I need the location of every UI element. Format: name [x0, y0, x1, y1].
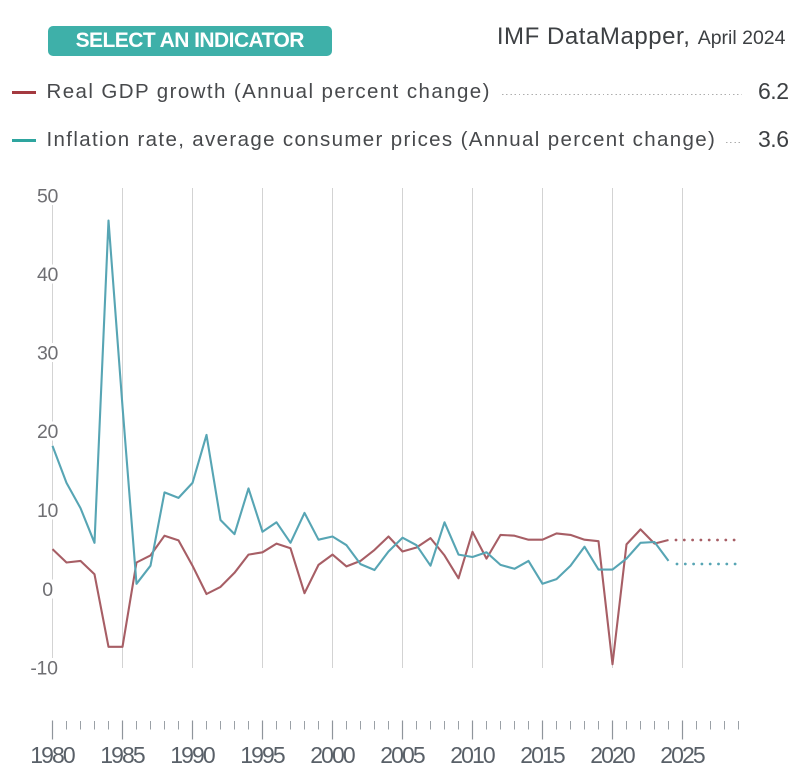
svg-text:40: 40	[37, 264, 59, 286]
svg-text:-10: -10	[30, 658, 58, 680]
svg-text:2025: 2025	[660, 742, 705, 768]
svg-text:50: 50	[37, 186, 59, 208]
svg-text:2005: 2005	[380, 742, 425, 768]
svg-text:1985: 1985	[100, 742, 145, 768]
svg-text:0: 0	[42, 579, 53, 601]
svg-text:2020: 2020	[590, 742, 635, 768]
svg-text:20: 20	[37, 421, 59, 443]
svg-text:2015: 2015	[520, 742, 565, 768]
svg-text:2010: 2010	[450, 742, 495, 768]
svg-text:10: 10	[37, 500, 59, 522]
svg-text:30: 30	[37, 343, 59, 365]
svg-text:1990: 1990	[170, 742, 215, 768]
svg-text:1980: 1980	[30, 742, 75, 768]
svg-text:1995: 1995	[240, 742, 285, 768]
svg-text:2000: 2000	[310, 742, 355, 768]
